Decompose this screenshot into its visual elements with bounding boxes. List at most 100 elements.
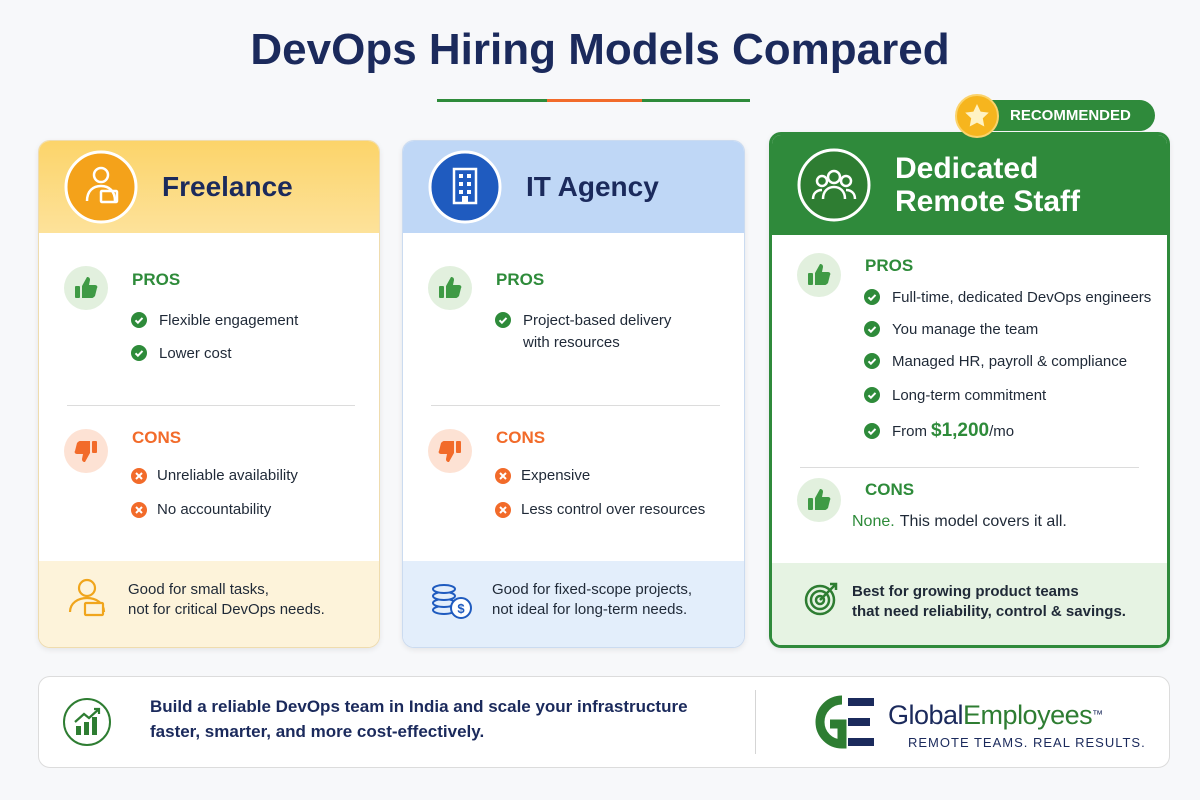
icon-part (864, 353, 880, 369)
pros-item: Full-time, dedicated DevOps engineers (892, 289, 1152, 306)
thumb-up-icon (428, 266, 472, 310)
icon-part (450, 597, 472, 619)
icon-part (498, 317, 508, 325)
footer-icon: $ (432, 584, 472, 619)
icon-part (815, 695, 847, 749)
check-icon (864, 289, 880, 305)
card: Dedicated Remote Staff PROS Full-time, ded… (769, 132, 1170, 648)
icon-part (467, 182, 471, 186)
icon-part (867, 428, 877, 436)
icon-part (867, 326, 877, 334)
card-footer (772, 563, 1167, 645)
icon-part (84, 722, 89, 735)
brand-name-a: Global (888, 700, 964, 730)
icon-part (77, 578, 97, 598)
icon-part (446, 277, 462, 298)
icon-part (499, 472, 507, 480)
icon-part (495, 312, 511, 328)
footer-note: that need reliability, control & savings… (852, 603, 1126, 620)
icon-part (439, 286, 444, 298)
icon-part (808, 498, 813, 510)
growth-icon (63, 698, 111, 746)
icon-part (74, 441, 90, 462)
icon-part (83, 601, 105, 617)
icon-part (864, 387, 880, 403)
cross-icon (131, 502, 147, 518)
banner-text: Build a reliable DevOps team in India an… (150, 697, 688, 716)
icon-part (467, 190, 471, 194)
icon-part (808, 489, 831, 510)
banner-divider (755, 690, 756, 754)
icon-part (459, 182, 463, 186)
footer-note: Good for small tasks, (128, 581, 269, 598)
icon-part (819, 582, 838, 601)
card-icon (64, 150, 138, 224)
check-icon (495, 312, 511, 328)
icon-part (459, 174, 463, 178)
icon-part (864, 289, 880, 305)
icon-part (467, 174, 471, 178)
price-line: From $1,200/mo (892, 419, 1014, 444)
price-prefix: From (892, 423, 927, 440)
icon-part (428, 150, 502, 224)
banner (38, 676, 1170, 768)
icon-part: $ (457, 601, 465, 616)
thumb-up-icon (797, 478, 841, 522)
icon-part (804, 584, 836, 616)
icon-part (808, 273, 813, 285)
price-amount: $1,200 (931, 420, 990, 441)
footer-note: Good for fixed-scope projects, (492, 581, 693, 598)
brand-tagline: REMOTE TEAMS. REAL RESULTS. (908, 735, 1146, 750)
icon-part (867, 294, 877, 302)
icon-part (92, 717, 97, 735)
page-title: DevOps Hiring Models Compared (250, 25, 950, 74)
card-title: IT Agency (526, 171, 659, 202)
cons-note: None. This model covers it all. (852, 511, 1067, 533)
divider (67, 405, 355, 406)
icon-part (867, 358, 877, 366)
brand-name: GlobalEmployees™ (888, 699, 1103, 731)
icon-part (809, 589, 831, 611)
icon-part (826, 169, 842, 185)
icon-part (864, 321, 880, 337)
pros-item: Flexible engagement (159, 312, 299, 329)
cons-note-text: This model covers it all. (899, 513, 1067, 530)
icon-part (547, 99, 642, 102)
icon-part (811, 185, 857, 200)
check-icon (864, 423, 880, 439)
cross-icon (495, 502, 511, 518)
footer-note: Best for growing product teams (852, 583, 1079, 600)
pros-label: PROS (865, 256, 914, 275)
brand-tm: ™ (1092, 709, 1103, 721)
pros-item: Lower cost (159, 345, 232, 362)
divider (431, 405, 720, 406)
icon-part (815, 174, 829, 188)
card-title: Freelance (162, 171, 293, 202)
cons-label: CONS (865, 480, 915, 499)
pros-item: Long-term commitment (892, 387, 1047, 404)
icon-part (848, 698, 874, 706)
icon-part (74, 707, 101, 723)
pros-item: Project-based delivery with resources (523, 312, 672, 351)
footer-icon (804, 582, 838, 616)
check-icon (864, 321, 880, 337)
brand-logo (815, 695, 874, 749)
icon-part (462, 196, 468, 203)
badge-text: RECOMMENDED (1010, 107, 1131, 124)
icon-part (848, 738, 874, 746)
icon-part (459, 190, 463, 194)
icon-part (99, 189, 119, 204)
icon-part (85, 184, 117, 202)
cons-item: No accountability (157, 501, 272, 518)
cons-item: Unreliable availability (157, 467, 298, 484)
check-icon (131, 312, 147, 328)
icon-part (135, 506, 143, 514)
icon-part (92, 441, 97, 453)
pros-item: Managed HR, payroll & compliance (892, 353, 1128, 370)
icon-part (131, 345, 147, 361)
cross-icon (495, 468, 511, 484)
card-icon (797, 148, 871, 222)
icon-part (135, 472, 143, 480)
icon-part (74, 441, 97, 462)
